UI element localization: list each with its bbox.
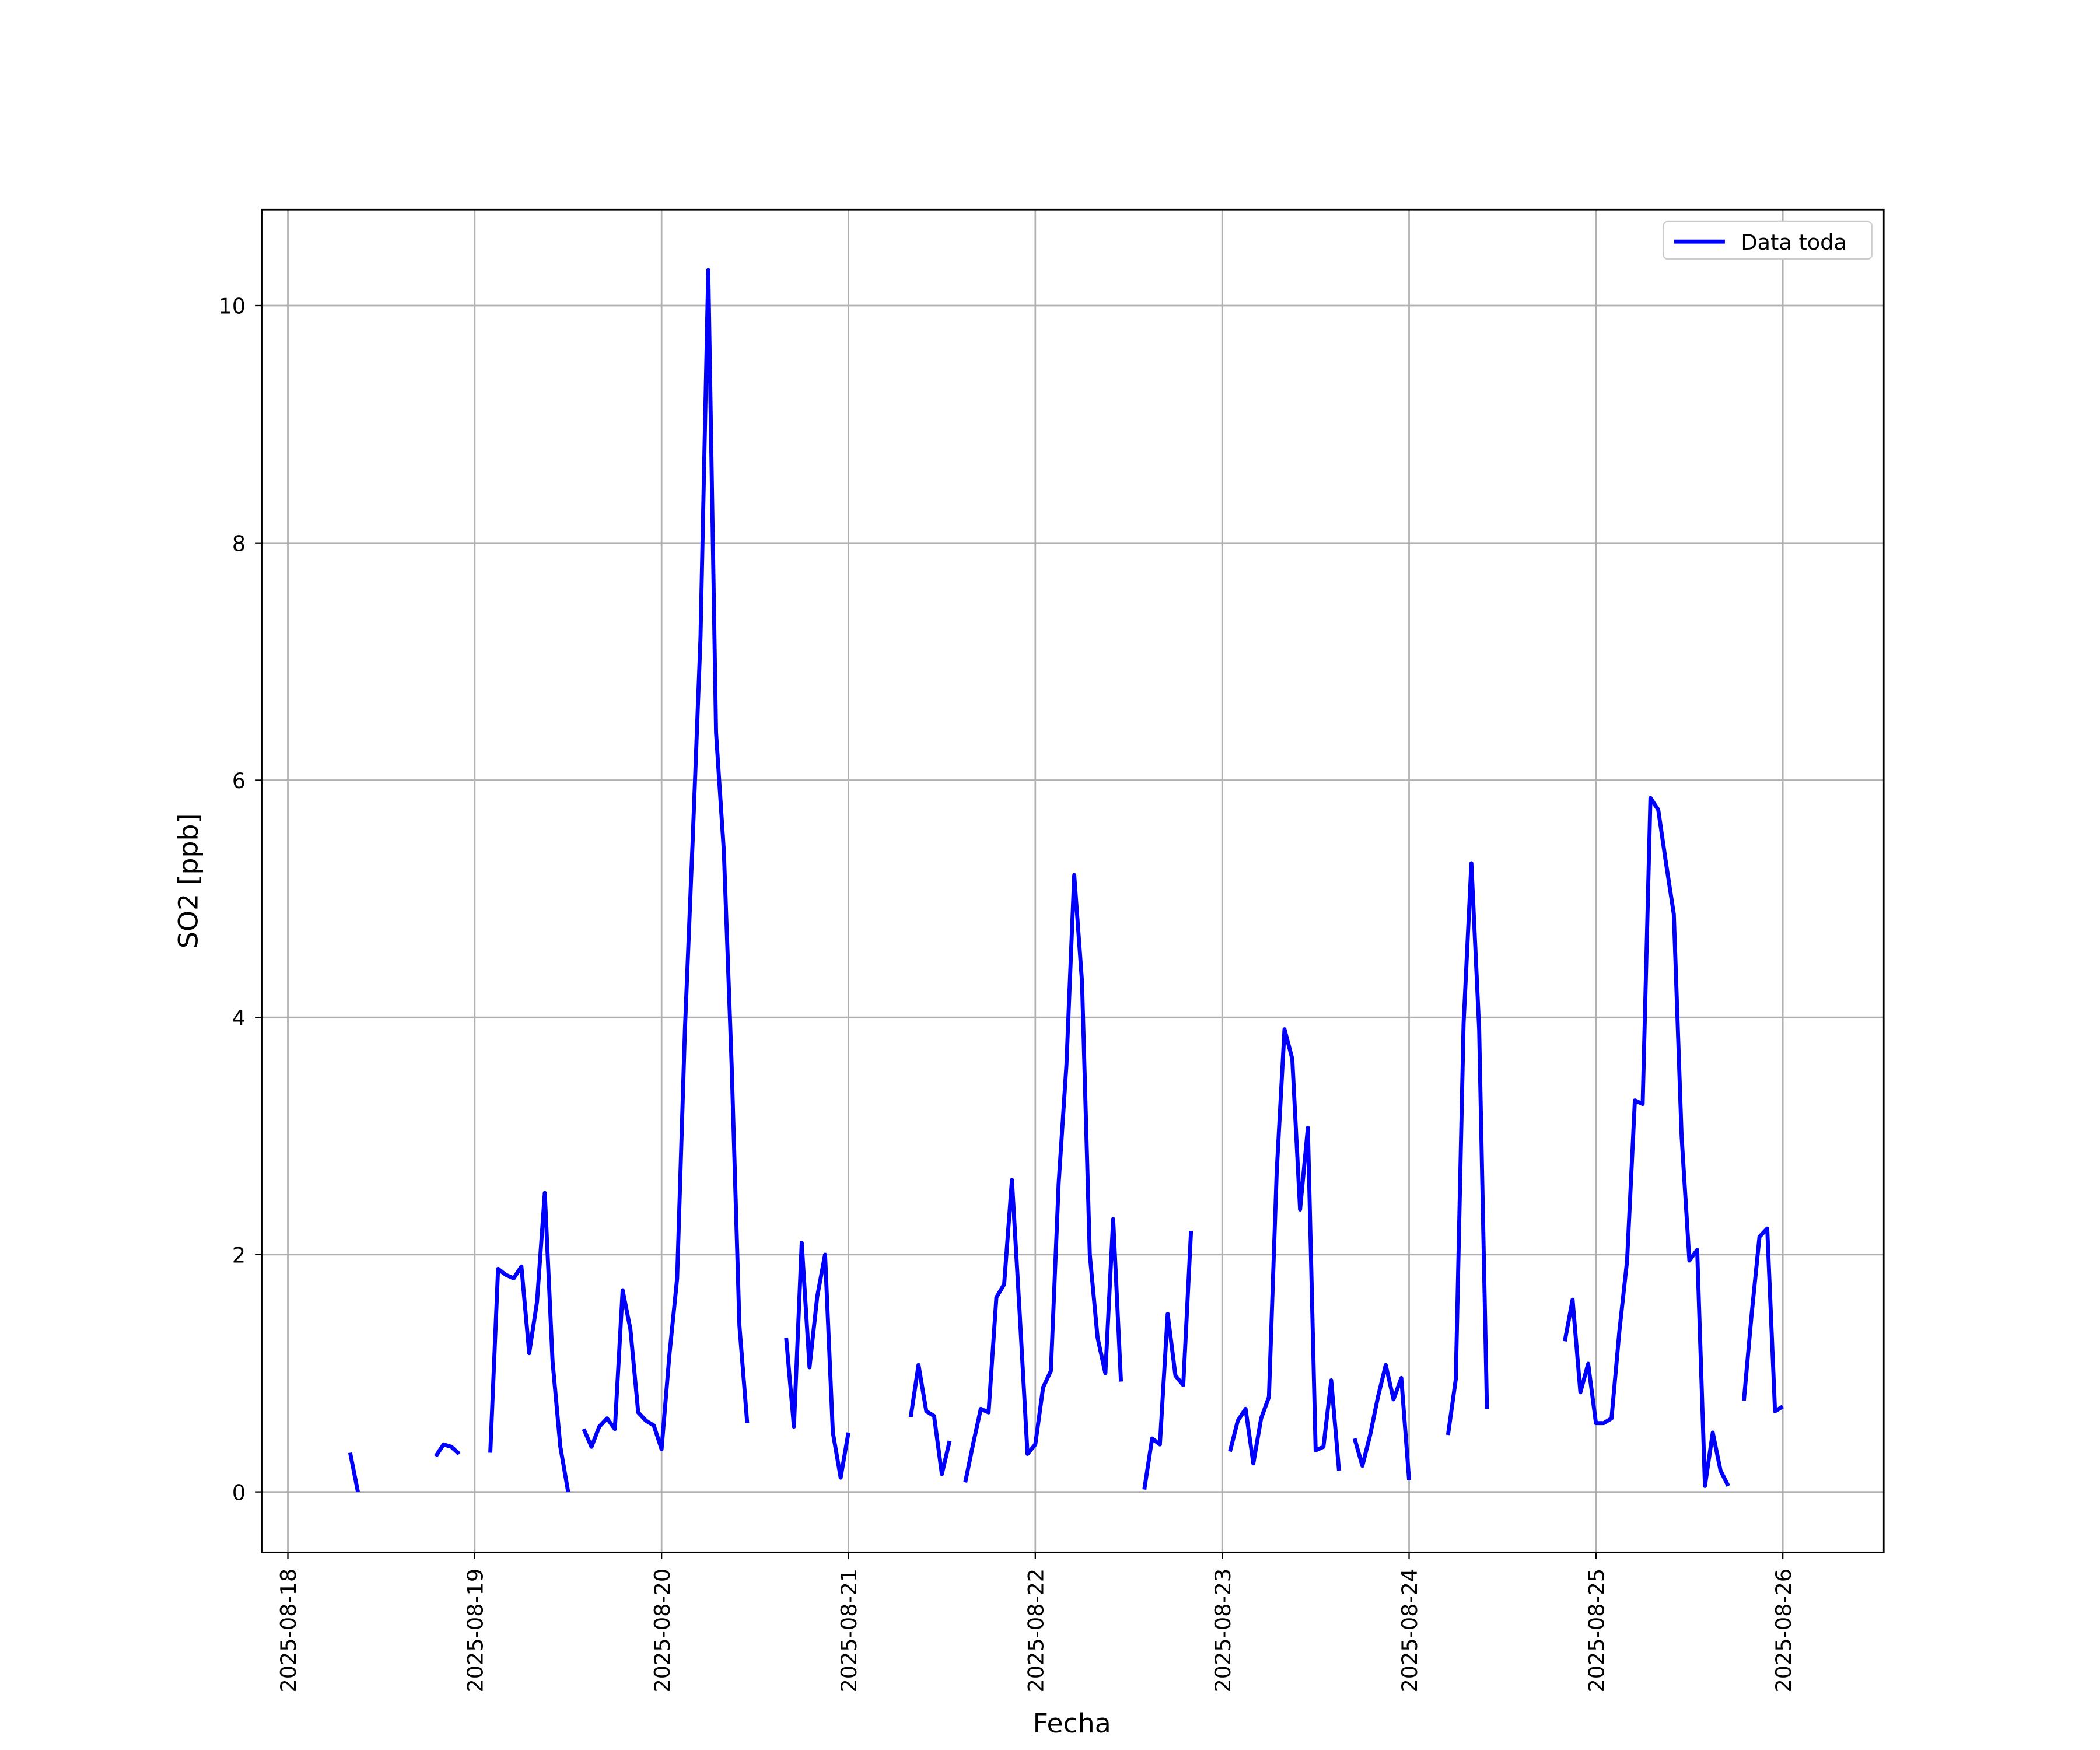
legend-label: Data toda [1741,230,1846,255]
x-tick-label: 2025-08-19 [463,1569,488,1693]
y-tick-label: 0 [232,1480,246,1505]
x-tick-label: 2025-08-20 [650,1569,675,1693]
y-tick-label: 2 [232,1243,246,1268]
legend-box [1662,220,1873,260]
x-axis-label: Fecha [1033,1708,1111,1739]
x-tick-label: 2025-08-26 [1771,1569,1796,1693]
y-axis-label: SO2 [ppb] [173,814,204,949]
data-line [348,268,1784,1493]
x-tick-label: 2025-08-25 [1584,1569,1609,1693]
x-tick-label: 2025-08-21 [836,1569,862,1693]
y-tick-label: 10 [219,294,246,319]
x-tick-label: 2025-08-22 [1024,1569,1049,1693]
y-tick-label: 6 [232,768,246,793]
y-tick-label: 4 [232,1006,246,1031]
legend: Data toda [1662,220,1873,260]
plot-frame [261,208,1885,1553]
x-tick-label: 2025-08-18 [276,1569,301,1693]
y-tick-label: 8 [232,531,246,556]
x-tick-label: 2025-08-24 [1397,1569,1422,1693]
x-tick-label: 2025-08-23 [1210,1569,1236,1693]
